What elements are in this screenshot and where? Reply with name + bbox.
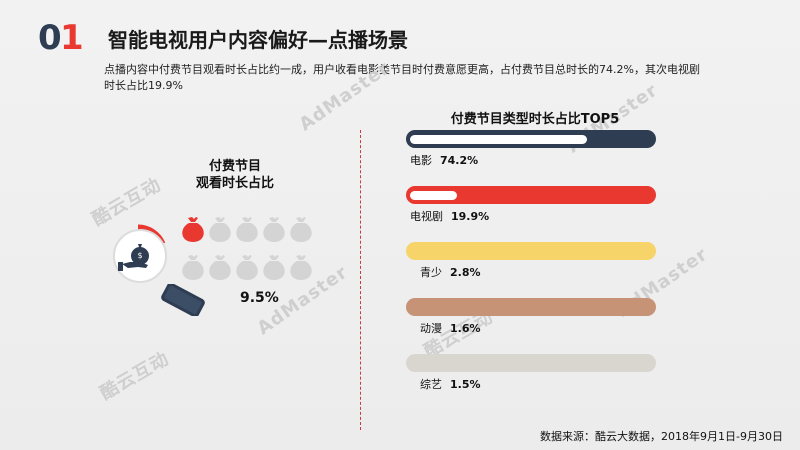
section-divider	[360, 130, 361, 430]
data-source-note: 数据来源：酷云大数据，2018年9月1日-9月30日	[540, 430, 783, 443]
bar-category: 综艺	[420, 378, 442, 391]
bar-label: 动漫 1.6%	[420, 320, 481, 336]
bar-value: 1.5%	[450, 378, 481, 391]
phone-icon	[161, 284, 205, 316]
money-bag-icon-filled	[182, 217, 204, 242]
bar-value: 2.8%	[450, 266, 481, 279]
bar-label: 青少 2.8%	[420, 264, 481, 280]
bar-label: 综艺 1.5%	[420, 376, 481, 392]
bar-chart-title: 付费节目类型时长占比TOP5	[450, 112, 620, 127]
section-number-digit-1: 0	[38, 18, 62, 58]
bar-value: 74.2%	[440, 154, 479, 167]
money-bag-icon	[209, 217, 231, 242]
money-bag-icon	[263, 217, 285, 242]
left-panel-title: 付费节目 观看时长占比	[180, 158, 290, 192]
bar-track	[406, 242, 656, 260]
hand-money-bag-icon: $	[113, 224, 167, 283]
pictograph-grid	[182, 217, 312, 280]
money-bag-icon	[182, 255, 204, 280]
watermark-kuyun-3: 酷云互动	[96, 348, 173, 405]
money-bag-icon	[236, 255, 258, 280]
money-bag-icon	[209, 255, 231, 280]
bar-track	[406, 354, 656, 372]
bar-track	[406, 186, 656, 204]
money-bag-icon	[290, 217, 312, 242]
bar-category: 动漫	[420, 322, 442, 335]
bar-category: 电视剧	[410, 210, 443, 223]
paid-percent-value: 9.5%	[240, 290, 279, 306]
bar-value: 1.6%	[450, 322, 481, 335]
page-title: 智能电视用户内容偏好—点播场景	[108, 28, 408, 52]
money-bag-icon	[236, 217, 258, 242]
bar-label: 电视剧 19.9%	[410, 208, 489, 224]
left-panel-title-line-1: 付费节目	[208, 159, 261, 174]
bar-fill	[410, 191, 458, 200]
section-number-digit-2: 1	[60, 18, 84, 58]
bar-fill	[410, 135, 587, 144]
bar-track	[406, 298, 656, 316]
money-bag-icon	[290, 255, 312, 280]
bar-label: 电影 74.2%	[410, 152, 478, 168]
page-subtitle: 点播内容中付费节目观看时长占比约一成，用户收看电影类节目时付费意愿更高，占付费节…	[104, 63, 700, 92]
left-panel-title-line-2: 观看时长占比	[195, 176, 274, 191]
bar-category: 青少	[420, 266, 442, 279]
bar-category: 电影	[410, 154, 432, 167]
bar-value: 19.9%	[451, 210, 490, 223]
svg-text:$: $	[137, 251, 142, 260]
section-number: 0 1	[38, 18, 84, 58]
money-bag-icon	[263, 255, 285, 280]
